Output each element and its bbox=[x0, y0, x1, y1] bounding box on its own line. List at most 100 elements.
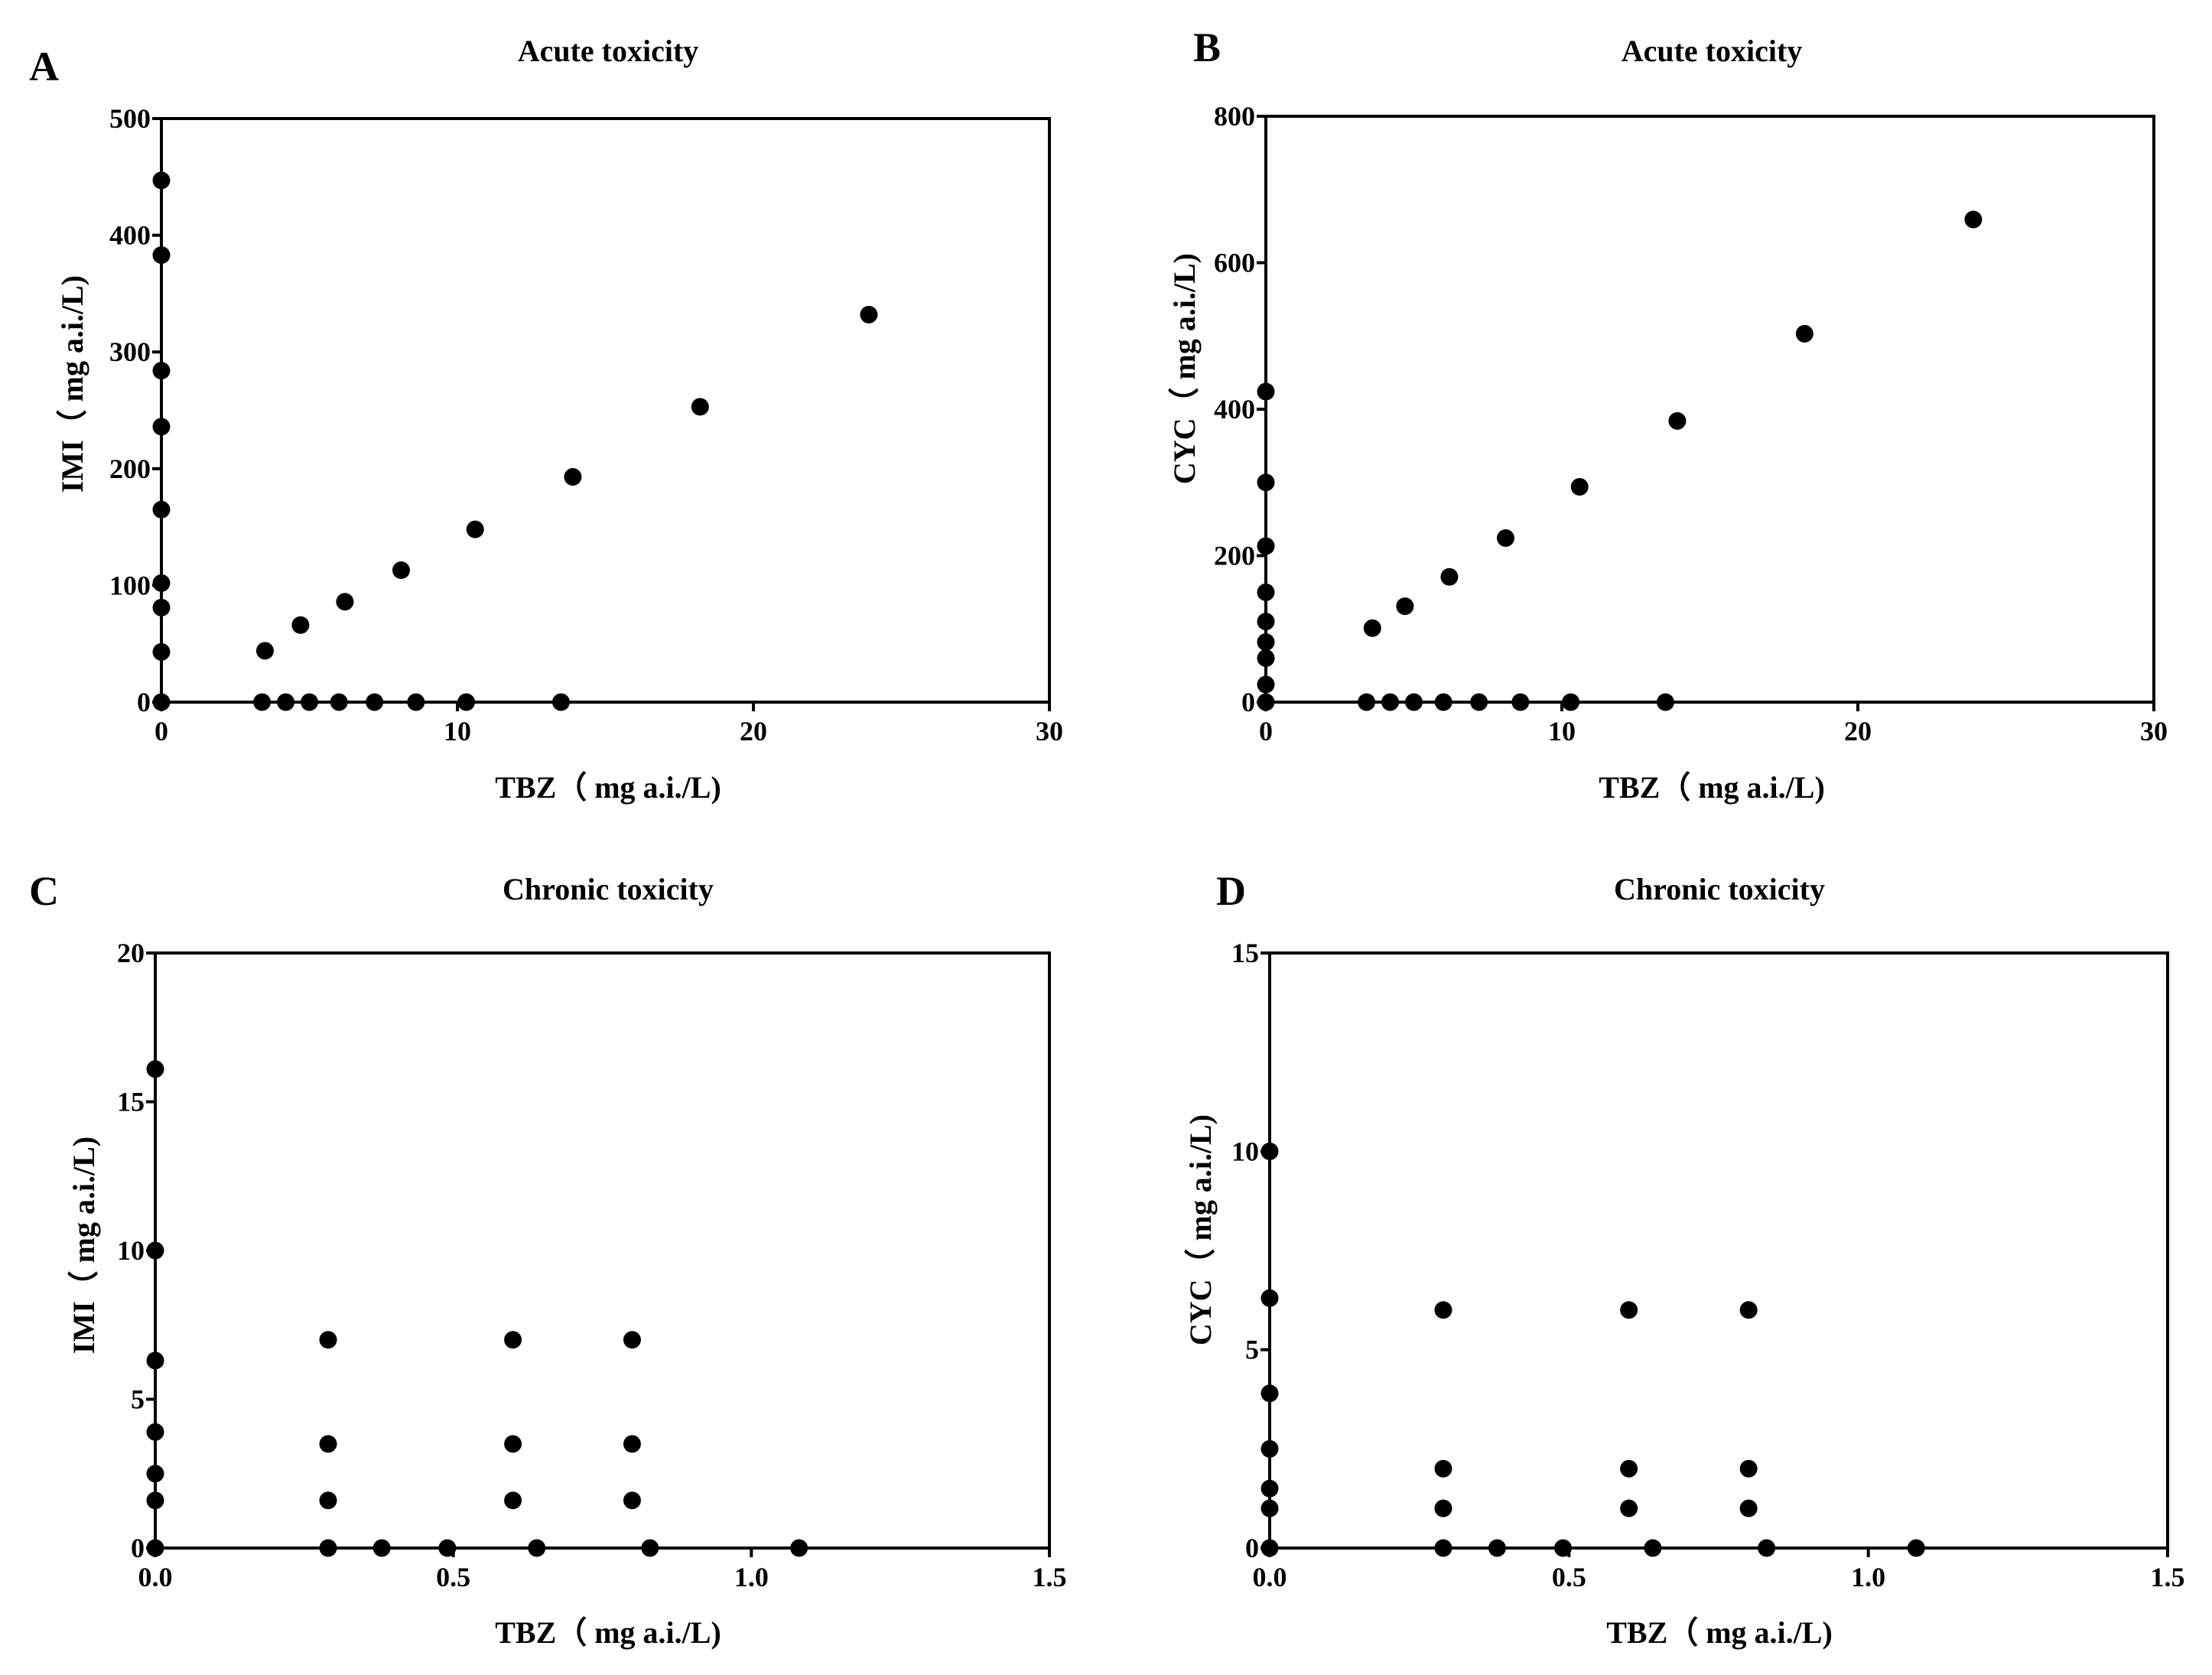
panel-b-x-tick-label: 10 bbox=[1548, 716, 1576, 746]
panel-a-data-point bbox=[466, 520, 484, 538]
panel-b-y-tick-label: 800 bbox=[1214, 101, 1255, 132]
panel-b-data-point bbox=[1257, 583, 1275, 601]
panel-d-data-point bbox=[1434, 1301, 1452, 1319]
panel-b-y-tick-label: 600 bbox=[1214, 248, 1255, 278]
panel-b-plot-area: 0 10 20 30 0 200 400 600 800 bbox=[1214, 101, 2168, 746]
panel-a-data-point bbox=[152, 598, 171, 616]
panel-d-data-point bbox=[1261, 1539, 1279, 1557]
panel-a-data-point bbox=[152, 418, 171, 436]
panel-c-x-tick-label: 1.0 bbox=[734, 1562, 769, 1592]
panel-c-title: Chronic toxicity bbox=[503, 872, 714, 906]
panel-b-data-point bbox=[1570, 477, 1589, 496]
panel-a-x-axis-label: TBZ（ mg a.i./L) bbox=[495, 770, 721, 805]
panel-a-y-tick-label: 0 bbox=[137, 687, 151, 717]
panel-c-x-tick-label: 1.5 bbox=[1033, 1562, 1067, 1592]
panel-c-data-point bbox=[623, 1491, 641, 1510]
panel-c-data-point bbox=[146, 1241, 164, 1260]
panel-letter-a: A bbox=[29, 44, 59, 89]
panel-a-data-point bbox=[253, 693, 272, 711]
panel-d-data-point bbox=[1620, 1301, 1638, 1319]
panel-d: D Chronic toxicity 0.0 0.5 1.0 1.5 0 5 10 15 TB… bbox=[1183, 868, 2185, 1650]
panel-a-x-tick-label: 0 bbox=[155, 716, 168, 746]
panel-b-x-tick-label: 0 bbox=[1259, 716, 1273, 746]
panel-b-x-tick-label: 20 bbox=[1844, 716, 1872, 746]
panel-d-data-point bbox=[1261, 1289, 1279, 1307]
panel-letter-b: B bbox=[1193, 24, 1221, 70]
panel-c-data-point bbox=[146, 1491, 164, 1510]
panel-a-data-point bbox=[255, 642, 274, 660]
panel-d-x-tick-label: 1.5 bbox=[2151, 1562, 2185, 1592]
panel-c: C Chronic toxicity 0.0 0.5 1.0 1.505101520 … bbox=[29, 868, 1067, 1650]
panel-letter-d: D bbox=[1216, 868, 1246, 914]
panel-d-data-point bbox=[1620, 1499, 1638, 1517]
panel-c-y-tick-label: 5 bbox=[131, 1384, 145, 1415]
panel-a-x-tick-label: 20 bbox=[740, 716, 767, 746]
panel-b-data-point bbox=[1668, 411, 1687, 430]
panel-b-data-point bbox=[1496, 529, 1514, 548]
panel-d-data-point bbox=[1739, 1459, 1758, 1478]
panel-c-data-point bbox=[623, 1331, 641, 1349]
panel-b-data-point bbox=[1257, 613, 1275, 631]
panel-b-y-tick-label: 400 bbox=[1214, 394, 1255, 424]
panel-a-y-axis-label: IMI（ mg a.i./L) bbox=[55, 275, 89, 493]
panel-letter-c: C bbox=[29, 868, 59, 914]
panel-d-data-point bbox=[1739, 1301, 1758, 1319]
panel-c-y-tick-label: 15 bbox=[117, 1087, 145, 1117]
panel-d-data-point bbox=[1434, 1539, 1452, 1557]
panel-a-y-tick-label: 400 bbox=[109, 220, 151, 251]
panel-b-data-point bbox=[1440, 568, 1459, 586]
panel-d-data-point bbox=[1907, 1539, 1925, 1557]
panel-d-title: Chronic toxicity bbox=[1614, 872, 1825, 906]
panel-d-plot-area: 0.0 0.5 1.0 1.5 0 5 10 15 bbox=[1231, 938, 2185, 1592]
panel-b-data-point bbox=[1795, 324, 1814, 343]
panel-a-data-point bbox=[152, 574, 171, 592]
panel-d-data-point bbox=[1554, 1539, 1573, 1557]
panel-c-data-point bbox=[438, 1539, 457, 1557]
panel-b-data-point bbox=[1257, 382, 1275, 401]
panel-c-data-point bbox=[372, 1539, 391, 1557]
panel-b-data-point bbox=[1358, 693, 1376, 711]
panel-c-data-point bbox=[146, 1465, 164, 1483]
panel-b-data-point bbox=[1434, 693, 1452, 711]
panel-d-y-tick-label: 5 bbox=[1245, 1335, 1259, 1365]
panel-b-data-point bbox=[1257, 473, 1275, 492]
panel-b-data-point bbox=[1257, 693, 1275, 711]
panel-c-data-point bbox=[146, 1351, 164, 1370]
panel-d-data-point bbox=[1261, 1439, 1279, 1458]
panel-a-data-point bbox=[152, 642, 171, 661]
panel-b-y-tick-label: 0 bbox=[1241, 687, 1255, 717]
panel-c-data-point bbox=[528, 1539, 546, 1557]
panel-d-x-tick-label: 0.5 bbox=[1552, 1562, 1586, 1592]
panel-c-data-point bbox=[146, 1060, 164, 1078]
panel-a-data-point bbox=[392, 561, 410, 580]
panel-c-y-axis-label: IMI（ mg a.i./L) bbox=[67, 1137, 101, 1354]
panel-d-data-point bbox=[1434, 1499, 1452, 1517]
panel-c-y-tick-label: 10 bbox=[117, 1235, 145, 1266]
panel-d-data-point bbox=[1620, 1459, 1638, 1478]
panel-a-data-point bbox=[277, 693, 295, 711]
panel-d-y-tick-label: 0 bbox=[1245, 1533, 1259, 1563]
panel-c-data-point bbox=[146, 1423, 164, 1441]
panel-a-data-point bbox=[152, 246, 171, 265]
panel-d-frame bbox=[1268, 951, 2169, 1550]
panel-b-data-point bbox=[1257, 675, 1275, 694]
panel-b-y-tick-label: 200 bbox=[1214, 541, 1255, 571]
panel-d-y-tick-label: 10 bbox=[1231, 1136, 1259, 1166]
panel-b-data-point bbox=[1381, 693, 1400, 711]
panel-c-y-tick-label: 20 bbox=[117, 938, 145, 968]
panel-a-data-point bbox=[691, 398, 709, 416]
panel-d-x-axis-label: TBZ（ mg a.i./L) bbox=[1606, 1615, 1833, 1650]
panel-c-y-tick-label: 0 bbox=[131, 1533, 145, 1563]
panel-c-data-point bbox=[319, 1331, 337, 1349]
panel-d-data-point bbox=[1261, 1499, 1279, 1517]
panel-c-data-point bbox=[641, 1539, 659, 1557]
panel-c-data-point bbox=[146, 1539, 164, 1557]
panel-d-data-point bbox=[1739, 1499, 1758, 1517]
panel-b-data-point bbox=[1257, 649, 1275, 668]
panel-b: B Acute toxicity 0 10 20 30 0 200 400 600 800 TB… bbox=[1167, 24, 2168, 805]
panel-c-data-point bbox=[504, 1491, 522, 1510]
panel-a-data-point bbox=[152, 500, 171, 519]
panel-d-x-tick-label: 0.0 bbox=[1253, 1562, 1287, 1592]
panel-a-data-point bbox=[551, 693, 570, 711]
